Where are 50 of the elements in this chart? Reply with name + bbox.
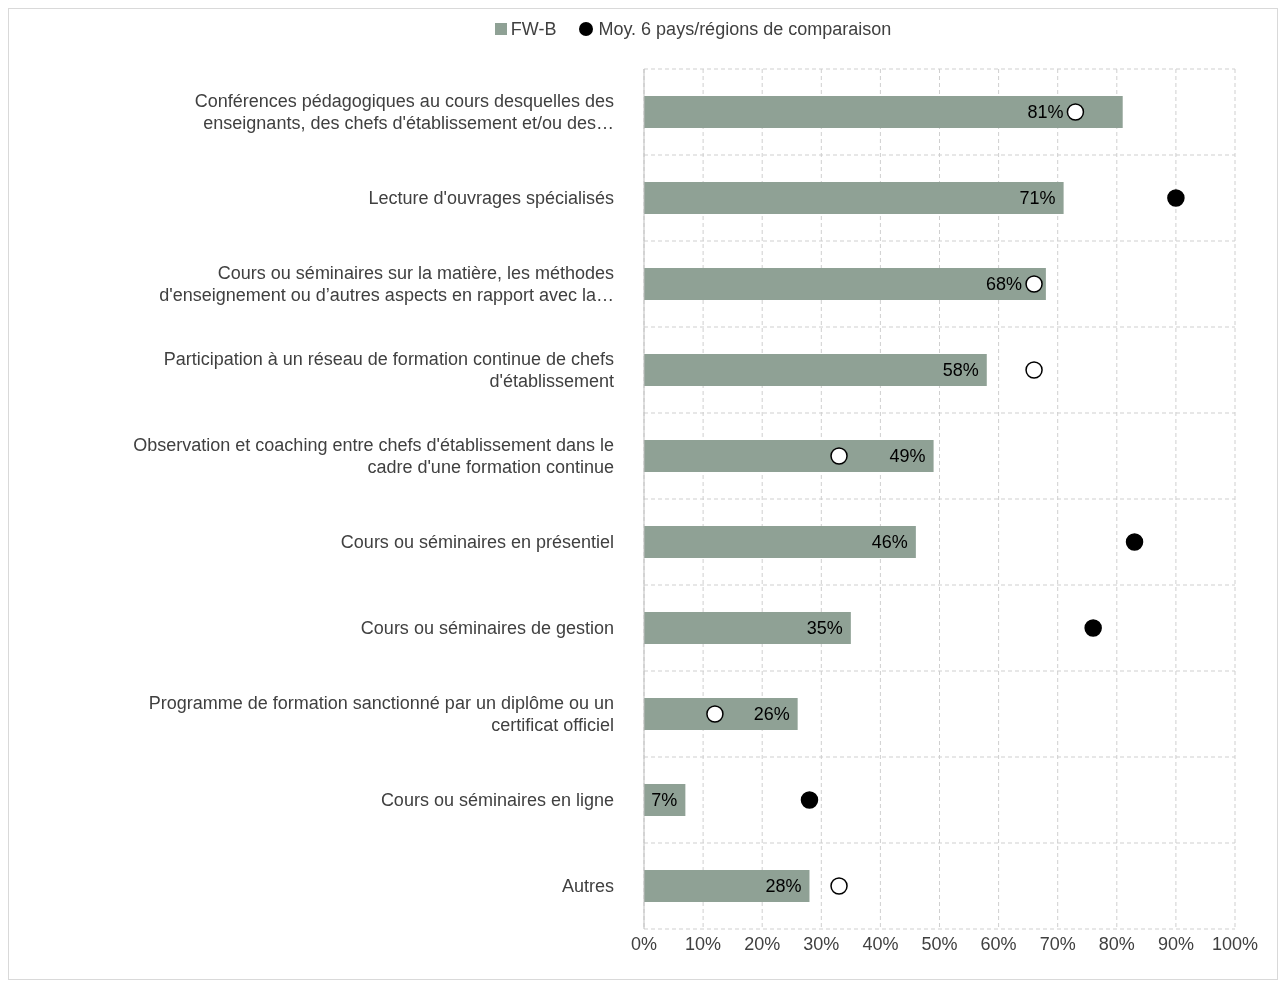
x-tick-label: 70%: [1039, 933, 1076, 954]
y-tick-label: Cours ou séminaires en présentiel: [340, 532, 614, 552]
point: [706, 705, 724, 723]
y-tick-label: Cours ou séminaires sur la matière, les méthodes d'enseignement ou d’autres aspects en rapport avec la…: [159, 263, 614, 305]
data-label: 35%: [806, 618, 843, 638]
point: [1084, 619, 1102, 637]
point: [1066, 103, 1085, 121]
bar: [644, 268, 1046, 300]
x-tick-label: 50%: [921, 933, 958, 954]
x-tick-label: 60%: [980, 933, 1017, 954]
y-tick-label: Programme de formation sanctionné par un diplôme ou un certificat officiel: [148, 693, 614, 735]
data-label: 71%: [1019, 188, 1056, 208]
data-label: 26%: [753, 704, 790, 724]
legend-label: Moy. 6 pays/régions de comparaison: [598, 18, 892, 40]
y-tick-label: Observation et coaching entre chefs d'établissement dans le cadre d'une formation continue: [133, 435, 614, 477]
data-label: 7%: [651, 790, 678, 810]
bar: [644, 526, 916, 558]
y-tick-label: Cours ou séminaires de gestion: [360, 618, 614, 638]
data-label: 81%: [1027, 102, 1064, 122]
bar: [644, 870, 810, 902]
data-label: 58%: [942, 360, 979, 380]
y-tick-label: Conférences pédagogiques au cours desquelles des enseignants, des chefs d'établissement et/ou des…: [194, 91, 614, 133]
point: [1025, 275, 1043, 293]
x-tick-label: 80%: [1098, 933, 1135, 954]
x-tick-label: 40%: [862, 933, 899, 954]
point: [1167, 189, 1185, 207]
x-tick-label: 90%: [1157, 933, 1194, 954]
data-label: 46%: [871, 532, 908, 552]
y-tick-label: Lecture d'ouvrages spécialisés: [368, 188, 614, 208]
x-tick-label: 30%: [803, 933, 840, 954]
data-label: 68%: [986, 274, 1023, 294]
bar: [644, 182, 1064, 214]
x-tick-label: 100%: [1211, 933, 1259, 954]
bar: [644, 440, 934, 472]
y-tick-label: Autres: [561, 876, 614, 896]
data-label: 28%: [765, 876, 802, 896]
bar: [644, 354, 987, 386]
data-label: 49%: [889, 446, 926, 466]
bar: [644, 612, 851, 644]
x-tick-label: 0%: [630, 933, 658, 954]
point: [1125, 533, 1144, 551]
point: [800, 791, 819, 809]
bar: [644, 96, 1123, 128]
bar: [644, 698, 798, 730]
x-tick-label: 20%: [744, 933, 781, 954]
legend-label: FW-B: [510, 18, 557, 40]
y-tick-label: Cours ou séminaires en ligne: [380, 790, 614, 810]
point: [830, 447, 848, 465]
y-tick-label: Participation à un réseau de formation continue de chefs d'établissement: [163, 349, 614, 391]
x-tick-label: 10%: [685, 933, 722, 954]
